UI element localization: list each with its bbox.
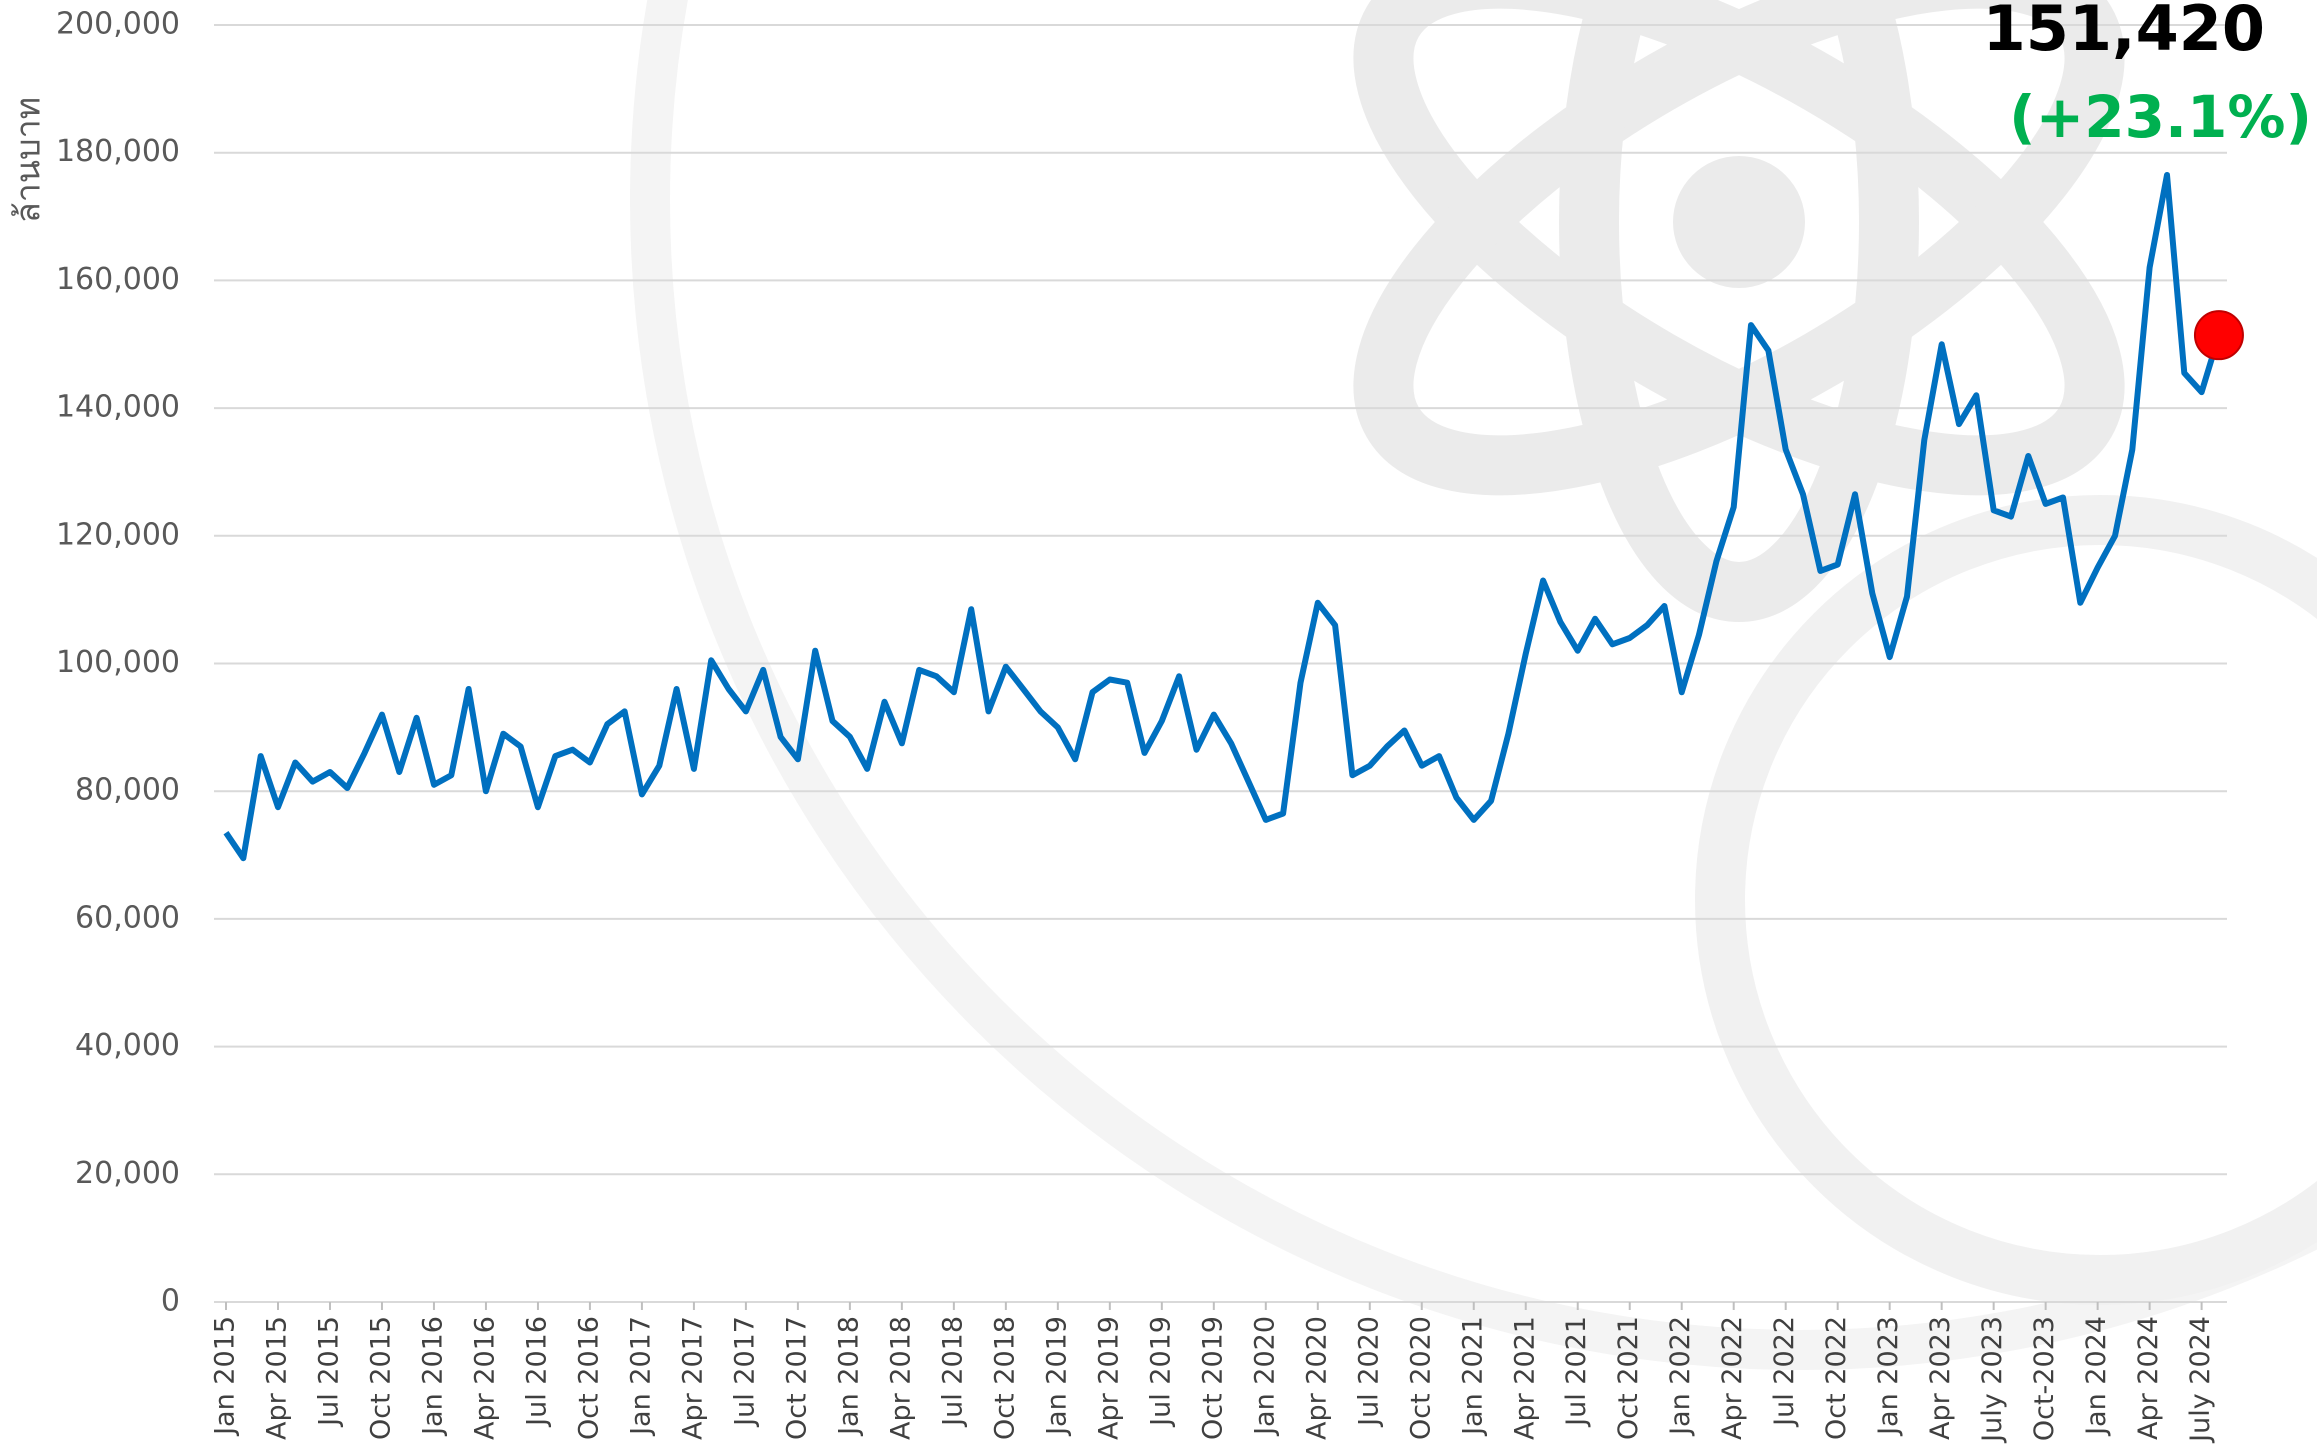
y-tick-label: 180,000 [56,134,180,169]
x-tick-label: Oct 2018 [989,1316,1020,1440]
y-tick-label: 20,000 [75,1156,180,1191]
y-axis-title: ล้านบาท [9,97,49,223]
value-label: 151,420 [1983,0,2265,65]
x-tick-label: Apr 2021 [1509,1316,1540,1440]
x-tick-label: Apr 2020 [1301,1316,1332,1440]
y-tick-label: 100,000 [56,645,180,680]
x-tick-label: Oct 2017 [781,1316,812,1440]
x-tick-label: Oct 2021 [1613,1316,1644,1440]
y-tick-label: 160,000 [56,262,180,297]
highlight-marker [2195,311,2243,359]
x-tick-label: Jan 2020 [1249,1316,1280,1437]
x-tick-label: Jul 2021 [1561,1316,1592,1428]
x-tick-label: Jul 2016 [521,1316,552,1428]
y-tick-label: 0 [161,1284,180,1319]
y-tick-label: 40,000 [75,1028,180,1063]
x-tick-label: July 2023 [1977,1316,2008,1444]
x-tick-label: Jan 2015 [210,1316,241,1437]
x-tick-label: Jan 2024 [2081,1316,2112,1437]
x-tick-label: Apr 2018 [885,1316,916,1440]
x-tick-label: Jan 2021 [1457,1316,1488,1437]
x-tick-label: Jan 2022 [1665,1316,1696,1437]
x-tick-label: Apr 2024 [2133,1316,2164,1440]
x-tick-label: Oct 2016 [573,1316,604,1440]
change-annotation: (+23.1%) [2009,83,2312,151]
chart: ล้านบาท 0 20,000 40,000 60,000 80,000 100,000… [0,0,2317,1444]
y-tick-label: 120,000 [56,517,180,552]
x-tick-label: Jul 2017 [729,1316,760,1428]
x-tick-label: Jul 2022 [1769,1316,1800,1428]
y-tick-label: 60,000 [75,900,180,935]
x-tick-label: Oct 2015 [365,1316,396,1440]
y-tick-label: 140,000 [56,390,180,425]
x-tick-label: Apr 2022 [1717,1316,1748,1440]
x-tick-label: Jan 2019 [1041,1316,1072,1437]
y-tick-label: 200,000 [56,7,180,42]
x-tick-label: July 2024 [2185,1316,2216,1444]
x-tick-label: Oct 2019 [1197,1316,1228,1440]
x-tick-label: Apr 2015 [261,1316,292,1440]
x-tick-label: Jul 2015 [313,1316,344,1428]
x-tick-label: Jul 2020 [1353,1316,1384,1428]
x-tick-label: Oct-2023 [2029,1316,2060,1441]
x-tick-label: Oct 2020 [1405,1316,1436,1440]
x-tick-label: Oct 2022 [1821,1316,1852,1440]
x-tick-label: Apr 2023 [1925,1316,1956,1440]
x-tick-label: Jul 2019 [1145,1316,1176,1428]
watermark [650,0,2317,1350]
x-tick-label: Apr 2016 [469,1316,500,1440]
y-tick-label: 80,000 [75,773,180,808]
x-tick-label: Jan 2018 [833,1316,864,1437]
x-tick-label: Apr 2019 [1093,1316,1124,1440]
x-tick-label: Jan 2023 [1873,1316,1904,1437]
x-tick-label: Jan 2017 [625,1316,656,1437]
x-tick-label: Jul 2018 [937,1316,968,1428]
x-tick-label: Apr 2017 [677,1316,708,1440]
x-tick-label: Jan 2016 [417,1316,448,1437]
